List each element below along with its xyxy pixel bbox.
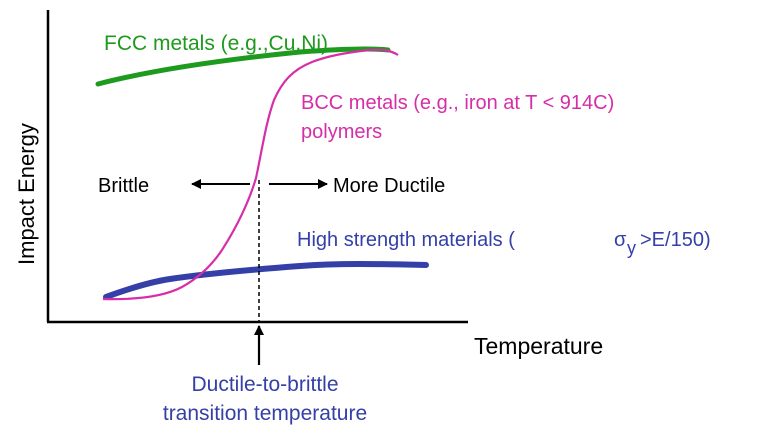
- high-strength-label-suffix: >E/150): [640, 229, 711, 251]
- bcc-label-line1: BCC metals (e.g., iron at T < 914C): [301, 92, 614, 114]
- high-strength-label: High strength materials ( σ y >E/150): [297, 229, 711, 259]
- more-ductile-label: More Ductile: [333, 175, 445, 197]
- y-axis-label: Impact Energy: [14, 123, 39, 265]
- fcc-label: FCC metals (e.g.,Cu,Ni): [104, 32, 328, 55]
- transition-label-line2: transition temperature: [163, 402, 367, 425]
- sigma-subscript: y: [627, 238, 636, 258]
- brittle-label: Brittle: [98, 175, 149, 197]
- transition-label-line1: Ductile-to-brittle: [191, 373, 338, 396]
- bcc-label-line2: polymers: [301, 121, 382, 143]
- high-strength-label-prefix: High strength materials (: [297, 229, 515, 251]
- sigma-symbol: σ: [614, 229, 627, 251]
- x-axis-label: Temperature: [474, 333, 603, 359]
- high-strength-curve: [106, 264, 426, 297]
